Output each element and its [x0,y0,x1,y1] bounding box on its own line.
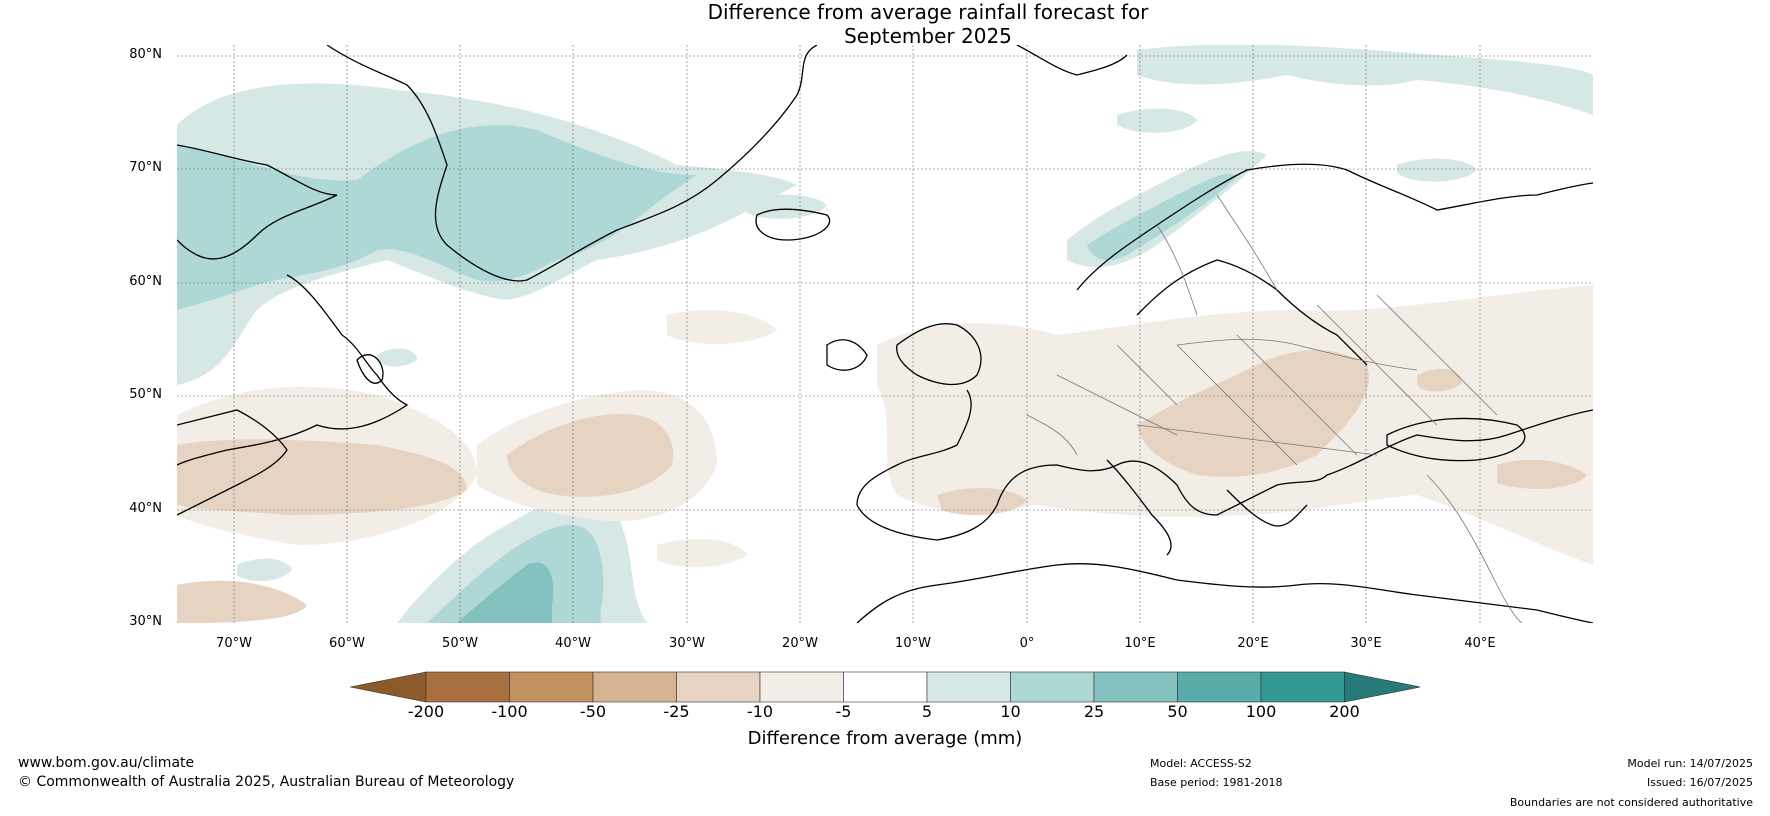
colorbar-tick-label: -10 [746,702,774,721]
colorbar-segment [676,671,761,703]
coast-ellesmere [177,144,338,260]
coast-labrador [177,274,409,466]
colorbar-tick-label: 10 [1000,702,1021,721]
coast-british-isles [896,323,982,386]
country-borders [1026,194,1523,623]
dry-area-southwest [177,580,307,623]
lon-label-0: 0° [1019,636,1035,651]
rainfall-anomaly-map [177,45,1593,623]
colorbar-tick-label: 25 [1083,702,1105,721]
wet-area-iceland [747,194,827,219]
coast-greenland [326,45,818,282]
colorbar-tick-label: -50 [579,702,607,721]
dry-area-iberia [937,488,1027,516]
footer-model-run: Model run: 14/07/2025 [1627,757,1753,770]
coast-greece [1226,489,1308,527]
coast-western-europe [856,389,1593,541]
lon-label-70w: 70°W [216,636,252,651]
colorbar-tick-label: 100 [1245,702,1277,721]
coast-newfoundland [356,354,384,384]
coast-north-america-east [177,409,288,516]
colorbar-extend-low [350,671,427,703]
dry-area-central-atlantic-inner [507,414,674,497]
wet-area-small-2 [237,558,292,582]
map-panel [177,45,1593,623]
colorbar-segment [1260,671,1345,703]
wet-area-barents [1117,108,1197,133]
lon-label-30w: 30°W [669,636,705,651]
lat-label-60n: 60°N [129,274,162,289]
colorbar [350,671,1420,703]
map-title: Difference from average rainfall forecas… [0,0,1770,48]
colorbar-segment [843,671,928,703]
lat-label-30n: 30°N [129,614,162,629]
dry-area-black-sea [1497,459,1587,489]
coast-scandinavia [1076,163,1593,291]
colorbar-extend-high [1344,671,1420,703]
lat-label-50n: 50°N [129,387,162,402]
wet-area-barents-east [1397,158,1477,182]
colorbar-tick-label: 50 [1167,702,1188,721]
colorbar-label: Difference from average (mm) [747,728,1023,749]
colorbar-tick-label: -25 [663,702,690,721]
colorbar-tick-label: -200 [407,702,445,721]
lat-label-40n: 40°N [129,501,162,516]
colorbar-segment [926,671,1011,703]
lon-label-10w: 10°W [895,636,931,651]
footer-model: Model: ACCESS-S2 [1150,757,1252,770]
colorbar-segment [425,671,510,703]
colorbar-tick-label: 200 [1329,702,1360,721]
footer-url: www.bom.gov.au/climate [18,755,195,771]
dry-area-russia [1417,368,1462,392]
title-line-2: September 2025 [844,24,1012,48]
lon-label-40e: 40°E [1464,636,1496,651]
wet-area-small-3 [377,348,417,367]
wet-area-atlantic-mid [427,525,604,623]
coast-ireland [826,339,868,371]
lon-label-50w: 50°W [442,636,478,651]
colorbar-tick-label: 5 [921,702,933,721]
dry-area-mid-atlantic [667,310,777,345]
wet-area-svalbard [1137,45,1593,115]
footer-boundaries-note: Boundaries are not considered authoritat… [1509,796,1753,809]
colorbar-tick-label: -5 [835,702,852,721]
colorbar-tick-label: -100 [491,702,528,721]
lon-label-20w: 20°W [782,636,818,651]
lon-label-30e: 30°E [1350,636,1382,651]
colorbar-segment [1093,671,1178,703]
footer-copyright: © Commonwealth of Australia 2025, Austra… [18,774,515,790]
coastlines [177,45,1593,623]
dry-area-southern-atlantic [657,539,747,567]
colorbar-segment [509,671,594,703]
dry-area-west-atlantic-inner [177,439,467,515]
colorbar-segment [1177,671,1262,703]
coast-north-africa [856,563,1593,623]
coast-black-sea [1386,417,1526,462]
lon-label-20e: 20°E [1237,636,1269,651]
anomaly-shading [177,45,1593,623]
wet-area-norway-inner [1087,173,1237,261]
coast-iceland [755,208,831,241]
title-line-1: Difference from average rainfall forecas… [707,0,1149,24]
coast-italy [1106,459,1172,556]
lon-label-60w: 60°W [329,636,365,651]
lon-label-40w: 40°W [555,636,591,651]
colorbar-segment [592,671,677,703]
wet-area-atlantic-core [457,562,554,623]
wet-area-greenland-inner [177,125,697,310]
lat-label-80n: 80°N [129,47,162,62]
colorbar-segment [759,671,844,703]
footer-issued: Issued: 16/07/2025 [1646,776,1753,789]
lat-label-70n: 70°N [129,160,162,175]
footer-base-period: Base period: 1981-2018 [1150,776,1283,789]
colorbar-segment [1010,671,1095,703]
lon-label-10e: 10°E [1124,636,1156,651]
coast-svalbard [1016,45,1128,76]
